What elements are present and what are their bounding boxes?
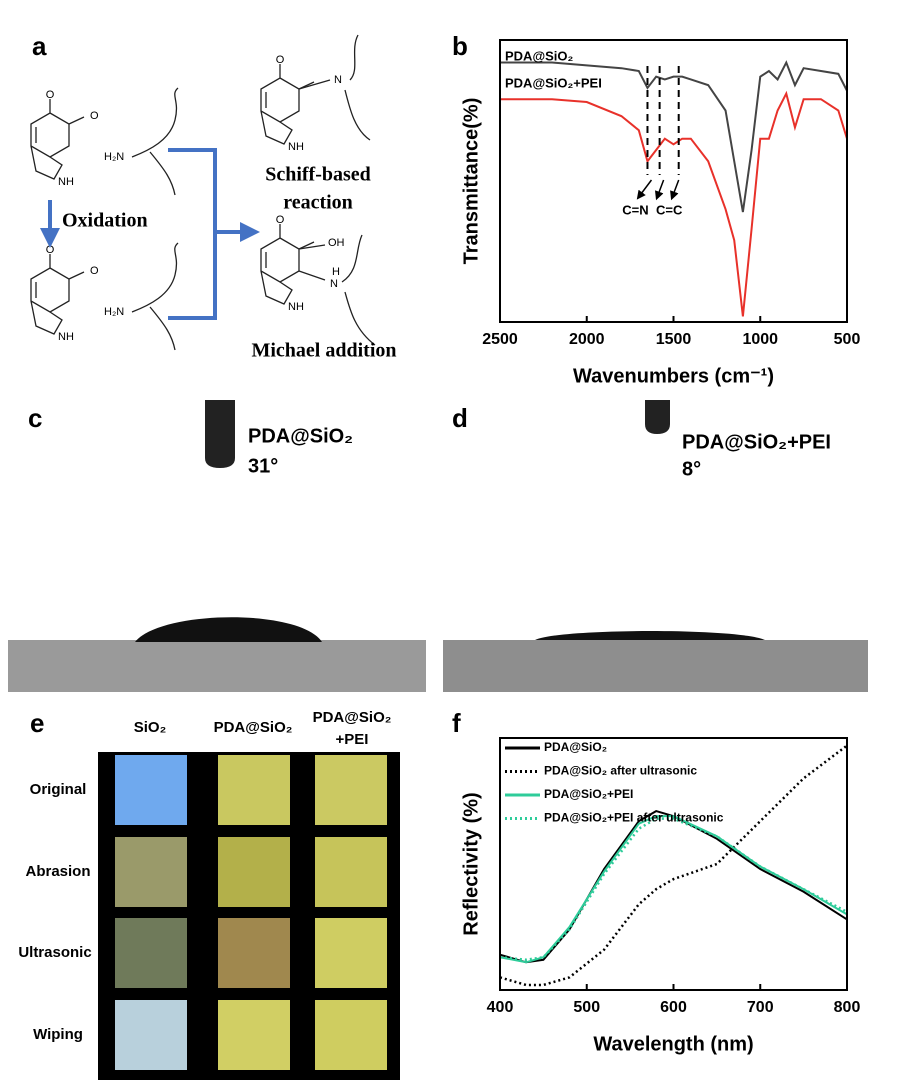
series-line	[499, 815, 848, 964]
x-tick-label: 400	[487, 999, 514, 1016]
annotation: C=N	[622, 202, 648, 217]
legend-label: PDA@SiO₂ after ultrasonic	[544, 764, 697, 778]
column-header: +PEI	[336, 731, 369, 748]
series-line	[499, 817, 848, 962]
row-header: Ultrasonic	[18, 944, 91, 961]
atom-label: NH	[288, 141, 304, 153]
panel-label: c	[28, 403, 42, 433]
sample-grid: SiO₂ PDA@SiO₂ PDA@SiO₂ +PEI Original Abr…	[18, 709, 400, 1080]
atom-label: H	[332, 266, 340, 278]
sample-label: PDA@SiO₂	[248, 425, 353, 447]
annotation: C=C	[656, 202, 683, 217]
reaction-label: Schiff-based	[265, 164, 371, 186]
legend-label: PDA@SiO₂	[505, 48, 574, 63]
y-axis-label: Transmittance(%)	[460, 98, 482, 265]
panel-label: d	[452, 403, 468, 433]
legend-label: PDA@SiO₂+PEI	[544, 787, 633, 801]
column-header: SiO₂	[134, 719, 167, 736]
row-header: Original	[30, 781, 87, 798]
legend-label: PDA@SiO₂+PEI after ultrasonic	[544, 811, 724, 825]
atom-label: NH	[58, 331, 74, 343]
panel-label: f	[452, 708, 461, 738]
atom-label: O	[46, 89, 55, 101]
x-axis-label: Wavenumbers (cm⁻¹)	[573, 365, 774, 387]
series-line	[499, 810, 848, 964]
arrow	[636, 179, 653, 200]
arrow	[654, 179, 665, 201]
legend-label: PDA@SiO₂	[544, 740, 607, 754]
angle-label: 8°	[682, 458, 701, 480]
atom-label: N	[334, 74, 342, 86]
x-tick-label: 2000	[569, 331, 605, 348]
sample-label: PDA@SiO₂+PEI	[682, 431, 831, 453]
panel-label: e	[30, 708, 44, 738]
atom-label: OH	[328, 237, 345, 249]
angle-label: 31°	[248, 455, 278, 477]
reaction-label: Michael addition	[251, 340, 396, 362]
row-header: Abrasion	[25, 863, 90, 880]
charts: 2500 2000 1500 1000 500 Wavenumbers (cm⁻¹) Tra…	[460, 39, 861, 1055]
panel-label: a	[32, 31, 47, 61]
atom-label: H₂N	[104, 306, 124, 318]
x-tick-label: 800	[834, 999, 861, 1016]
atom-label: NH	[288, 301, 304, 313]
atom-label: O	[276, 214, 285, 226]
contact-angle-photo: PDA@SiO₂+PEI 8°	[443, 400, 868, 692]
scheme: O O NH O O NH H₂N H₂N O N NH O OH H N NH…	[30, 34, 397, 362]
atom-label: O	[46, 244, 55, 256]
atom-label: O	[90, 265, 99, 277]
atom-label: N	[330, 278, 338, 290]
column-header: PDA@SiO₂	[214, 719, 293, 736]
atom-label: NH	[58, 176, 74, 188]
contact-angle-photo: PDA@SiO₂ 31°	[8, 400, 426, 692]
x-axis-label: Wavelength (nm)	[593, 1033, 753, 1055]
row-header: Wiping	[33, 1026, 83, 1043]
x-tick-label: 2500	[482, 331, 518, 348]
y-axis-label: Reflectivity (%)	[460, 792, 482, 935]
atom-label: O	[90, 110, 99, 122]
series-line	[500, 60, 848, 213]
reaction-label: reaction	[283, 192, 353, 214]
atom-label: O	[276, 54, 285, 66]
x-tick-label: 500	[573, 999, 600, 1016]
x-tick-label: 600	[660, 999, 687, 1016]
x-tick-label: 1000	[742, 331, 778, 348]
column-header: PDA@SiO₂	[313, 709, 392, 726]
panel-label: b	[452, 31, 468, 61]
series-line	[499, 744, 848, 987]
atom-label: H₂N	[104, 151, 124, 163]
series-line	[500, 90, 848, 317]
x-tick-label: 500	[834, 331, 861, 348]
legend-label: PDA@SiO₂+PEI	[505, 75, 602, 90]
arrow	[670, 179, 680, 201]
reaction-label: Oxidation	[62, 210, 148, 232]
x-tick-label: 1500	[656, 331, 692, 348]
x-tick-label: 700	[747, 999, 774, 1016]
